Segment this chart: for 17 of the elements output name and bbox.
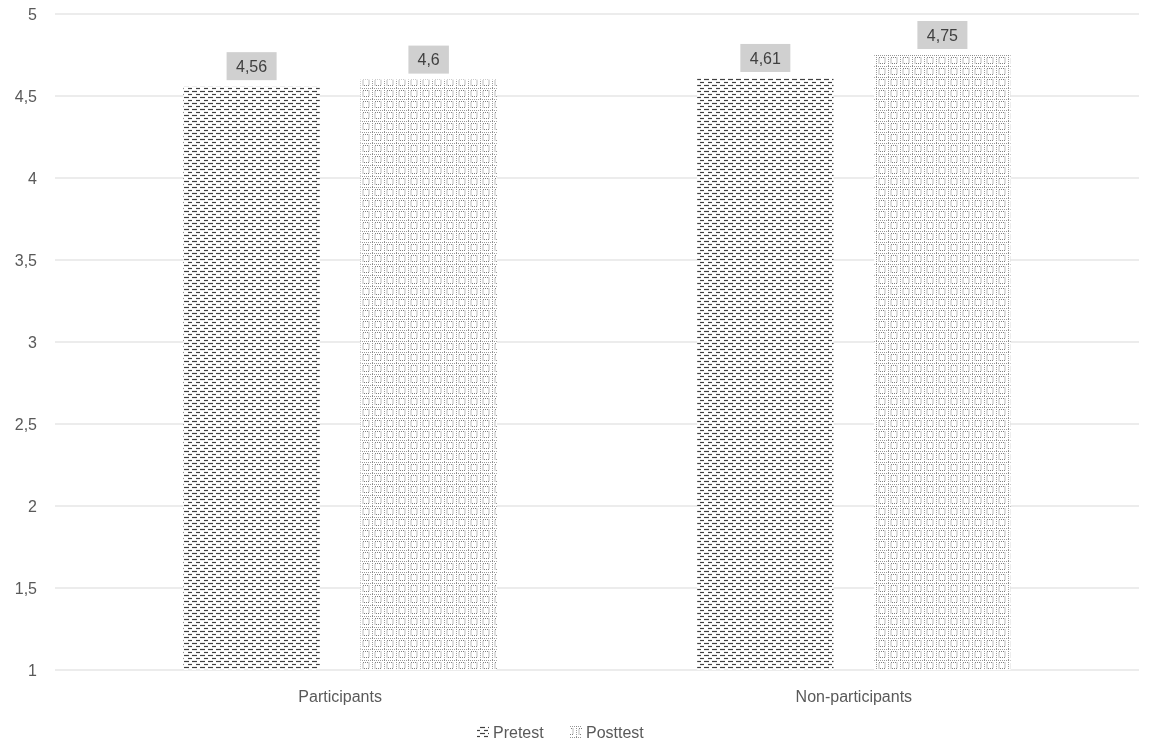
y-tick-label: 3: [28, 333, 38, 351]
y-tick-label: 1: [28, 661, 38, 679]
legend-label: Pretest: [493, 723, 545, 741]
legend-label: Posttest: [586, 723, 645, 741]
x-tick-label: Non-participants: [795, 688, 913, 705]
x-tick-label: Participants: [298, 688, 382, 705]
y-tick-label: 5: [28, 5, 38, 23]
data-label: 4,75: [926, 26, 959, 44]
y-tick-label: 4: [28, 169, 38, 187]
data-label: 4,61: [749, 49, 782, 67]
data-label: 4,56: [236, 57, 268, 75]
y-tick-label: 2,5: [14, 415, 38, 433]
y-tick-label: 3,5: [14, 251, 38, 269]
y-tick-label: 2: [28, 497, 38, 515]
y-tick-label: 1,5: [14, 579, 38, 597]
data-label: 4,6: [417, 51, 440, 69]
y-tick-label: 4,5: [14, 87, 38, 105]
